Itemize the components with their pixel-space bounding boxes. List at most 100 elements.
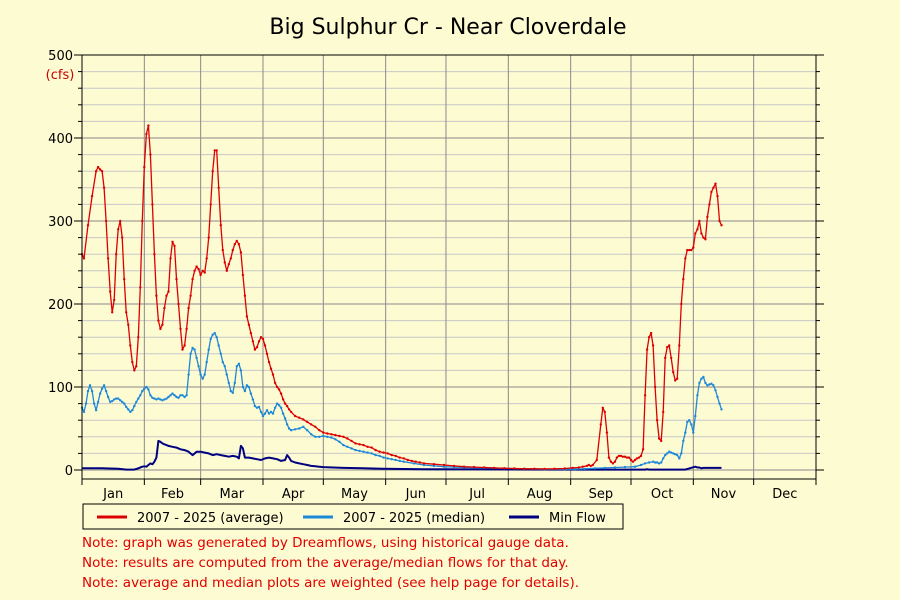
data-point bbox=[623, 455, 627, 458]
x-tick-label-aug: Aug bbox=[527, 487, 552, 502]
series-0 bbox=[80, 124, 723, 471]
data-point bbox=[82, 257, 86, 260]
data-point bbox=[680, 452, 683, 455]
data-point bbox=[298, 416, 301, 419]
x-tick-label-nov: Nov bbox=[711, 487, 737, 502]
data-point bbox=[657, 437, 661, 440]
data-point bbox=[639, 454, 643, 458]
data-point bbox=[690, 423, 693, 426]
data-point bbox=[442, 463, 446, 467]
data-point bbox=[213, 331, 216, 335]
data-point bbox=[611, 462, 615, 465]
data-point bbox=[177, 302, 180, 306]
data-point bbox=[354, 448, 357, 452]
data-point bbox=[619, 454, 623, 458]
data-point bbox=[589, 464, 592, 468]
data-point bbox=[645, 348, 649, 351]
data-point bbox=[706, 215, 709, 219]
data-point bbox=[149, 394, 152, 397]
data-point bbox=[664, 356, 667, 360]
series-line-0 bbox=[81, 124, 723, 470]
data-point bbox=[207, 348, 210, 351]
data-point bbox=[442, 465, 446, 468]
data-point bbox=[247, 385, 251, 389]
data-point bbox=[205, 257, 208, 260]
data-point bbox=[716, 194, 719, 198]
data-point bbox=[205, 360, 208, 364]
data-point bbox=[219, 224, 222, 227]
data-point bbox=[647, 461, 651, 464]
data-point bbox=[700, 377, 703, 380]
data-point bbox=[90, 389, 94, 393]
data-point bbox=[100, 170, 104, 173]
data-point bbox=[553, 467, 556, 470]
data-point bbox=[358, 443, 361, 446]
data-point bbox=[197, 267, 200, 271]
data-point bbox=[281, 398, 285, 401]
data-point bbox=[269, 367, 273, 370]
data-point bbox=[155, 294, 158, 297]
x-tick-label-feb: Feb bbox=[161, 487, 184, 502]
data-point bbox=[696, 228, 699, 231]
data-point bbox=[603, 466, 606, 470]
data-point bbox=[173, 394, 176, 397]
data-point bbox=[239, 251, 243, 254]
data-point bbox=[714, 182, 717, 185]
data-point bbox=[306, 420, 309, 424]
data-point bbox=[141, 219, 144, 223]
data-point bbox=[193, 269, 196, 272]
data-point bbox=[289, 410, 293, 414]
data-point bbox=[111, 311, 114, 314]
legend-label-0: 2007 - 2025 (average) bbox=[137, 511, 284, 526]
data-point bbox=[243, 389, 247, 393]
data-point bbox=[104, 389, 108, 393]
data-point bbox=[94, 409, 98, 412]
data-point bbox=[653, 461, 657, 464]
data-point bbox=[563, 467, 566, 470]
data-point bbox=[366, 445, 369, 448]
data-point bbox=[86, 389, 90, 393]
data-point bbox=[710, 190, 713, 194]
data-point bbox=[153, 397, 156, 400]
data-point bbox=[523, 467, 526, 470]
data-point bbox=[653, 385, 657, 389]
data-point bbox=[133, 404, 136, 408]
data-point bbox=[259, 410, 263, 414]
data-point bbox=[633, 465, 637, 468]
x-tick-label-jan: Jan bbox=[102, 487, 123, 502]
data-point bbox=[298, 427, 301, 430]
data-point bbox=[686, 248, 689, 252]
data-point bbox=[235, 239, 238, 243]
data-point bbox=[714, 389, 717, 392]
data-point bbox=[223, 261, 226, 264]
data-point bbox=[599, 423, 602, 426]
data-point bbox=[668, 450, 671, 453]
data-point bbox=[637, 456, 641, 459]
data-point bbox=[199, 273, 202, 277]
data-point bbox=[696, 394, 699, 397]
data-point bbox=[613, 460, 617, 463]
data-point bbox=[175, 395, 178, 399]
data-point bbox=[310, 433, 313, 436]
data-point bbox=[398, 459, 401, 463]
data-point bbox=[249, 392, 253, 395]
data-point bbox=[382, 456, 385, 459]
data-point bbox=[187, 306, 190, 310]
data-point bbox=[127, 323, 130, 326]
data-point bbox=[259, 336, 263, 339]
data-point bbox=[265, 352, 269, 355]
data-point bbox=[169, 394, 172, 397]
data-point bbox=[633, 458, 637, 462]
data-point bbox=[294, 428, 297, 431]
data-point bbox=[635, 457, 639, 460]
data-point bbox=[655, 461, 659, 464]
data-point bbox=[263, 344, 267, 347]
data-point bbox=[179, 394, 182, 397]
data-point bbox=[265, 409, 269, 412]
note-line-3: Note: average and median plots are weigh… bbox=[82, 575, 580, 591]
legend-label-2: Min Flow bbox=[549, 511, 606, 526]
data-point bbox=[277, 404, 281, 407]
data-point bbox=[189, 294, 192, 297]
data-point bbox=[643, 462, 647, 465]
data-point bbox=[219, 352, 222, 355]
